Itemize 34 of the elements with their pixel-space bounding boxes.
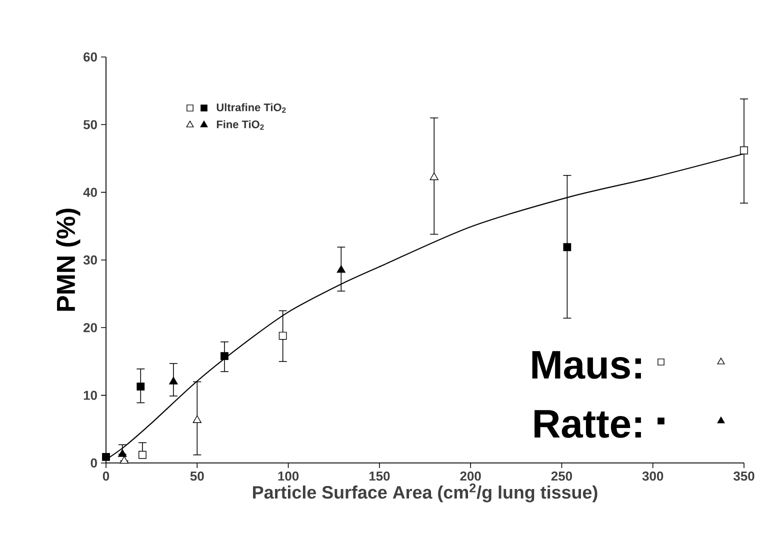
x-tick-label: 200 xyxy=(460,472,481,481)
point xyxy=(336,265,346,273)
y-tick-label: 30 xyxy=(83,255,97,265)
point xyxy=(136,382,145,390)
y-tick-label: 40 xyxy=(83,188,97,197)
point xyxy=(118,449,127,457)
annotation: Maus: xyxy=(532,351,641,379)
x-tick-label: 100 xyxy=(278,472,299,481)
x-tick-label: 150 xyxy=(369,472,390,481)
point xyxy=(740,146,748,154)
legend-label: Ultrafine TiO$_{2}$ xyxy=(216,103,286,113)
x-axis-title: Particle Surface Area (cm$^{2}$/g lung tissue) xyxy=(253,484,598,502)
x-tick-label: 50 xyxy=(190,472,204,481)
y-tick-label: 20 xyxy=(84,323,97,332)
point xyxy=(278,332,287,340)
point xyxy=(102,452,110,461)
x-tick-label: 350 xyxy=(734,472,754,481)
legend-label: Fine TiO$_{2}$ xyxy=(216,120,264,130)
y-tick-label: 0 xyxy=(90,458,97,468)
point xyxy=(192,415,202,424)
x-tick-label: 250 xyxy=(551,472,572,481)
y-tick-label: 60 xyxy=(84,52,97,62)
annotation: Ratte: xyxy=(534,410,641,438)
point xyxy=(120,456,129,464)
x-tick-label: 0 xyxy=(102,472,110,481)
point xyxy=(563,243,572,252)
point xyxy=(169,376,178,384)
y-axis-title: PMN (%) xyxy=(56,208,80,311)
y-tick-label: 50 xyxy=(83,120,97,130)
point xyxy=(138,450,146,459)
x-tick-label: 300 xyxy=(642,472,664,481)
point xyxy=(220,352,228,360)
point xyxy=(430,172,438,180)
y-tick-label: 10 xyxy=(84,390,97,400)
